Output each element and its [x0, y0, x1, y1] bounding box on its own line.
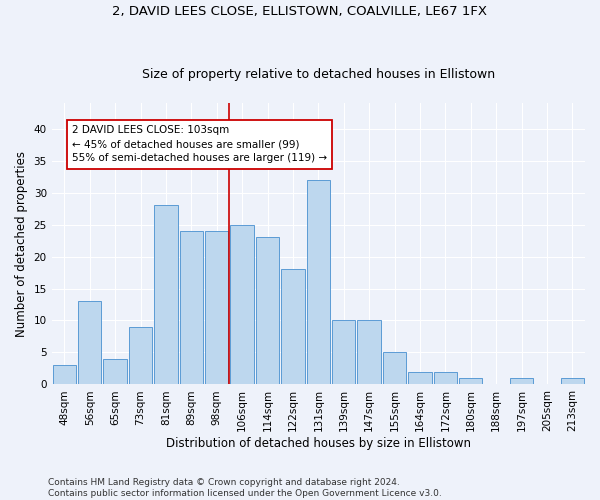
Bar: [510, 378, 533, 384]
Bar: [129, 327, 152, 384]
Bar: [307, 180, 330, 384]
Bar: [205, 231, 229, 384]
Bar: [408, 372, 431, 384]
Bar: [103, 359, 127, 384]
Bar: [230, 224, 254, 384]
Text: Contains HM Land Registry data © Crown copyright and database right 2024.
Contai: Contains HM Land Registry data © Crown c…: [48, 478, 442, 498]
Bar: [383, 352, 406, 384]
Title: Size of property relative to detached houses in Ellistown: Size of property relative to detached ho…: [142, 68, 495, 81]
X-axis label: Distribution of detached houses by size in Ellistown: Distribution of detached houses by size …: [166, 437, 471, 450]
Y-axis label: Number of detached properties: Number of detached properties: [15, 150, 28, 336]
Text: 2, DAVID LEES CLOSE, ELLISTOWN, COALVILLE, LE67 1FX: 2, DAVID LEES CLOSE, ELLISTOWN, COALVILL…: [113, 5, 487, 18]
Bar: [256, 238, 279, 384]
Bar: [332, 320, 355, 384]
Bar: [154, 206, 178, 384]
Bar: [53, 366, 76, 384]
Bar: [179, 231, 203, 384]
Bar: [434, 372, 457, 384]
Bar: [78, 302, 101, 384]
Bar: [459, 378, 482, 384]
Bar: [358, 320, 381, 384]
Bar: [560, 378, 584, 384]
Text: 2 DAVID LEES CLOSE: 103sqm
← 45% of detached houses are smaller (99)
55% of semi: 2 DAVID LEES CLOSE: 103sqm ← 45% of deta…: [72, 126, 327, 164]
Bar: [281, 270, 305, 384]
